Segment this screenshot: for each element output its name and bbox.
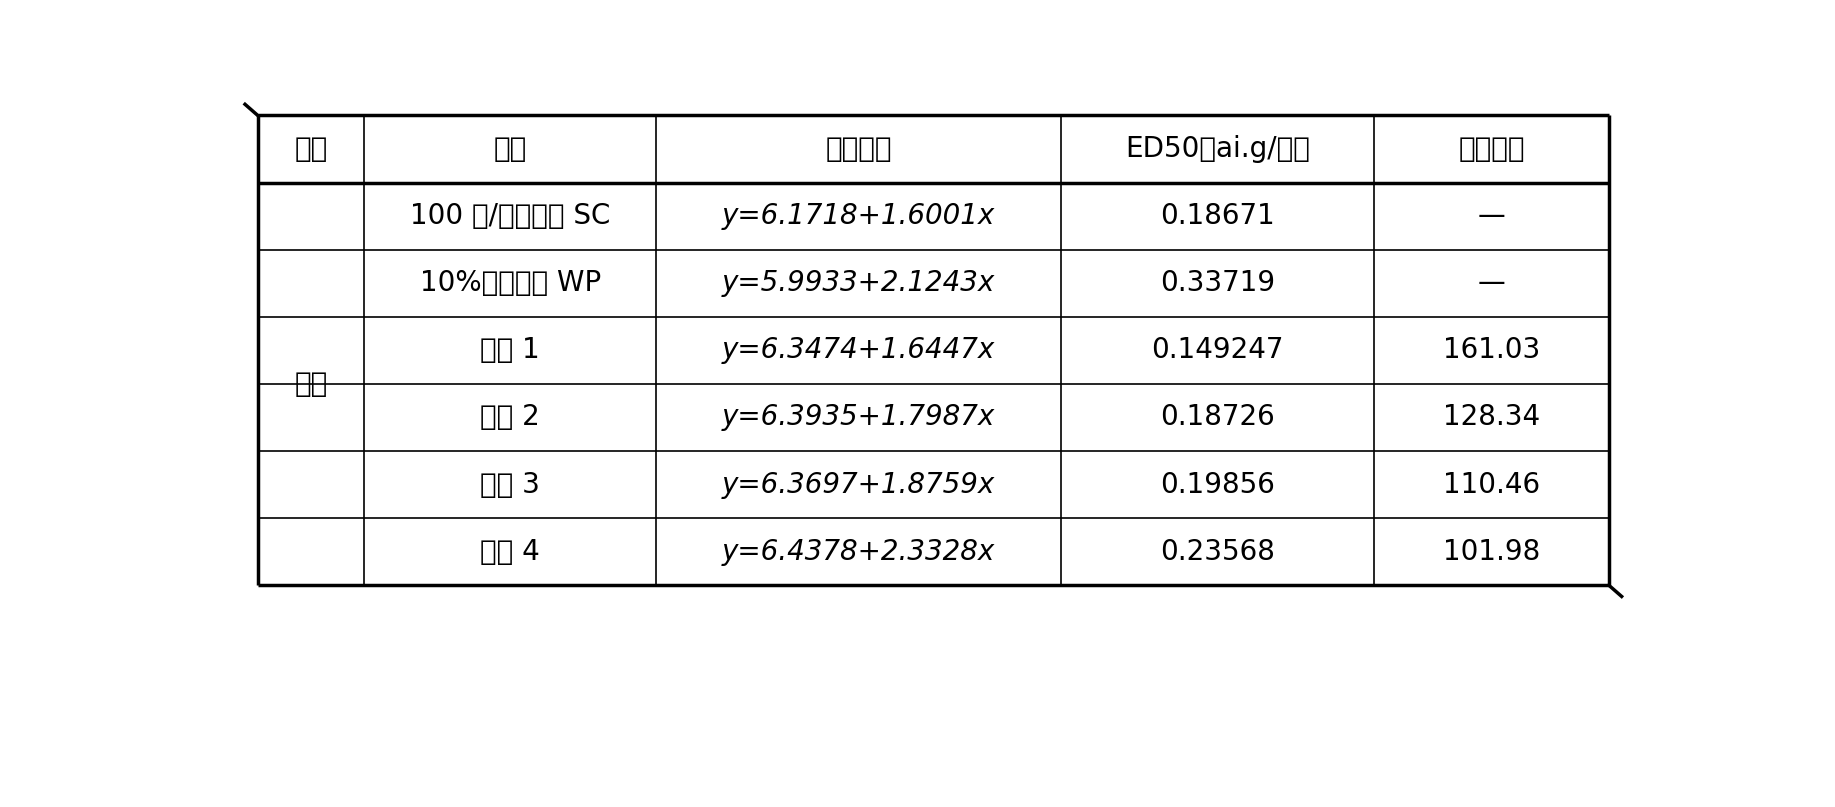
Text: 0.149247: 0.149247 — [1152, 337, 1284, 365]
Text: 101.98: 101.98 — [1442, 537, 1540, 566]
Text: y=6.3474+1.6447x: y=6.3474+1.6447x — [721, 337, 995, 365]
Text: y=6.3935+1.7987x: y=6.3935+1.7987x — [721, 404, 995, 432]
Text: y=6.3697+1.8759x: y=6.3697+1.8759x — [721, 470, 995, 499]
Text: 稗草: 稗草 — [295, 370, 328, 398]
Text: 0.23568: 0.23568 — [1160, 537, 1275, 566]
Text: 实例 3: 实例 3 — [481, 470, 539, 499]
Text: y=5.9933+2.1243x: y=5.9933+2.1243x — [721, 270, 995, 297]
Text: 回归直线: 回归直线 — [826, 135, 892, 163]
Text: 10%吡嘧磺隆 WP: 10%吡嘧磺隆 WP — [420, 270, 600, 297]
Text: 实例 4: 实例 4 — [481, 537, 539, 566]
Text: 实例 2: 实例 2 — [481, 404, 539, 432]
Text: 100 克/升双草醚 SC: 100 克/升双草醚 SC — [409, 202, 611, 230]
Text: 0.33719: 0.33719 — [1160, 270, 1275, 297]
Text: 共毒系数: 共毒系数 — [1459, 135, 1525, 163]
Text: 杂草: 杂草 — [295, 135, 328, 163]
Text: y=6.1718+1.6001x: y=6.1718+1.6001x — [721, 202, 995, 230]
Text: 161.03: 161.03 — [1442, 337, 1540, 365]
Text: 0.18726: 0.18726 — [1160, 404, 1275, 432]
Text: —: — — [1477, 202, 1505, 230]
Text: —: — — [1477, 270, 1505, 297]
Text: 0.19856: 0.19856 — [1160, 470, 1275, 499]
Text: 药剂: 药剂 — [494, 135, 527, 163]
Text: 128.34: 128.34 — [1442, 404, 1540, 432]
Text: 实例 1: 实例 1 — [481, 337, 539, 365]
Text: 110.46: 110.46 — [1442, 470, 1540, 499]
Text: y=6.4378+2.3328x: y=6.4378+2.3328x — [721, 537, 995, 566]
Text: 0.18671: 0.18671 — [1160, 202, 1275, 230]
Text: ED50（ai.g/亩）: ED50（ai.g/亩） — [1125, 135, 1310, 163]
